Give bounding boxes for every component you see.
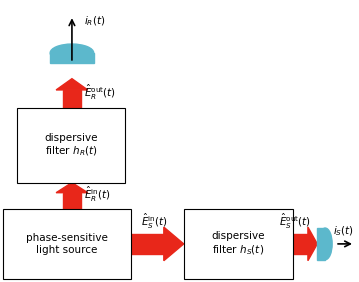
- Text: phase-sensitive
light source: phase-sensitive light source: [26, 233, 108, 255]
- Polygon shape: [56, 79, 88, 90]
- Bar: [184, 209, 293, 279]
- Text: dispersive
filter $h_R(t)$: dispersive filter $h_R(t)$: [44, 133, 98, 158]
- Text: $i_R(t)$: $i_R(t)$: [84, 14, 105, 28]
- Text: $\hat{E}_R^\mathrm{in}(t)$: $\hat{E}_R^\mathrm{in}(t)$: [84, 185, 111, 204]
- Text: dispersive
filter $h_S(t)$: dispersive filter $h_S(t)$: [211, 231, 265, 257]
- Polygon shape: [63, 90, 81, 108]
- Polygon shape: [308, 227, 317, 261]
- Text: $\hat{E}_S^\mathrm{out}(t)$: $\hat{E}_S^\mathrm{out}(t)$: [279, 212, 311, 231]
- Polygon shape: [293, 234, 308, 254]
- Polygon shape: [56, 182, 88, 193]
- Polygon shape: [131, 234, 164, 254]
- Text: $i_S(t)$: $i_S(t)$: [333, 224, 354, 238]
- Text: $\hat{E}_R^\mathrm{out}(t)$: $\hat{E}_R^\mathrm{out}(t)$: [84, 83, 116, 102]
- Text: $\hat{E}_S^\mathrm{in}(t)$: $\hat{E}_S^\mathrm{in}(t)$: [141, 212, 167, 231]
- Bar: [50, 53, 94, 63]
- Polygon shape: [164, 227, 184, 261]
- Ellipse shape: [318, 228, 332, 260]
- Polygon shape: [63, 193, 81, 209]
- Bar: [3, 209, 131, 279]
- Bar: [17, 108, 125, 182]
- Ellipse shape: [50, 44, 94, 62]
- Bar: [317, 228, 325, 260]
